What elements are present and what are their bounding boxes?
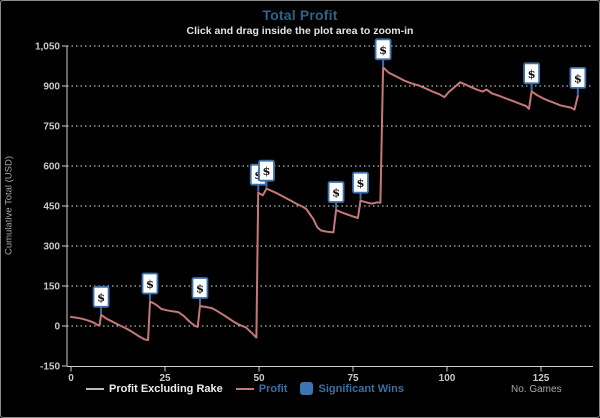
y-tick-label: -150 bbox=[40, 362, 60, 373]
y-axis-title: Cumulative Total (USD) bbox=[3, 155, 15, 256]
y-tick-label: 300 bbox=[43, 242, 60, 253]
y-tick-label: 450 bbox=[43, 202, 60, 213]
plot-area[interactable] bbox=[67, 46, 593, 367]
x-tick-label: 125 bbox=[533, 373, 550, 384]
significant-win-marker[interactable]: $ bbox=[141, 272, 159, 301]
significant-win-marker[interactable]: $ bbox=[352, 171, 369, 200]
marker-box bbox=[141, 272, 159, 295]
x-axis-title: No. Games bbox=[511, 384, 562, 395]
chart-subtitle: Click and drag inside the plot area to z… bbox=[186, 25, 414, 37]
dollar-icon: $ bbox=[379, 43, 387, 57]
marker-box bbox=[327, 181, 345, 203]
salmon-line-swatch-icon bbox=[235, 387, 254, 390]
significant-win-marker[interactable]: $ bbox=[191, 277, 209, 305]
marker-box bbox=[258, 159, 275, 182]
significant-win-marker[interactable]: $ bbox=[523, 62, 540, 91]
x-tick-label: 0 bbox=[68, 373, 74, 384]
legend-item-profit[interactable]: Profit bbox=[235, 382, 288, 395]
significant-win-marker[interactable]: $ bbox=[327, 181, 345, 209]
dollar-icon: $ bbox=[263, 164, 271, 178]
dollar-icon: $ bbox=[146, 277, 154, 291]
legend-label: Profit Excluding Rake bbox=[109, 382, 223, 395]
marker-box bbox=[352, 171, 369, 194]
gray-line-swatch-icon bbox=[86, 387, 105, 390]
chart-title: Total Profit bbox=[262, 7, 338, 23]
dollar-icon: $ bbox=[97, 290, 105, 304]
y-tick-label: 900 bbox=[43, 82, 60, 93]
legend-label: Profit bbox=[258, 382, 288, 395]
legend-label: Significant Wins bbox=[318, 382, 404, 395]
significant-win-marker[interactable]: $ bbox=[258, 159, 275, 188]
x-tick-label: 75 bbox=[347, 373, 359, 384]
x-tick-label: 50 bbox=[253, 373, 265, 384]
legend: Profit Excluding Rake Profit Significant… bbox=[1, 382, 489, 395]
significant-win-marker[interactable]: $ bbox=[92, 285, 110, 314]
x-tick-label: 25 bbox=[159, 373, 171, 384]
dollar-icon: $ bbox=[196, 282, 204, 296]
significant-win-marker[interactable]: $ bbox=[569, 66, 587, 95]
significant-win-marker[interactable]: $ bbox=[374, 38, 392, 67]
legend-item-profit-excluding-rake[interactable]: Profit Excluding Rake bbox=[86, 383, 223, 395]
marker-box bbox=[569, 66, 587, 89]
y-tick-label: 600 bbox=[43, 162, 60, 173]
marker-box bbox=[92, 285, 110, 308]
x-tick-label: 100 bbox=[439, 373, 456, 384]
marker-box bbox=[191, 277, 209, 299]
marker-box bbox=[374, 38, 392, 61]
dollar-icon: $ bbox=[332, 186, 340, 200]
dollar-icon: $ bbox=[357, 176, 365, 190]
y-tick-label: 1,050 bbox=[35, 42, 60, 53]
blue-square-swatch-icon bbox=[300, 382, 314, 395]
dollar-icon: $ bbox=[574, 71, 582, 85]
dollar-icon: $ bbox=[528, 67, 536, 81]
legend-item-significant-wins[interactable]: Significant Wins bbox=[300, 382, 404, 395]
marker-box bbox=[523, 62, 540, 85]
profit-line[interactable] bbox=[70, 66, 579, 342]
y-tick-label: 0 bbox=[54, 322, 60, 333]
y-tick-label: 150 bbox=[43, 282, 60, 293]
y-tick-label: 750 bbox=[43, 122, 60, 133]
